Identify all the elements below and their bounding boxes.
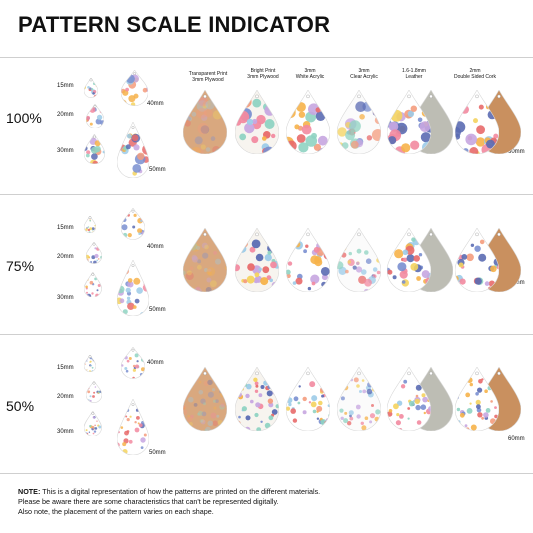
- sample-drop-15mm: [84, 78, 98, 98]
- sample-drop-15mm: [84, 355, 96, 372]
- length-label-40mm: 40mm: [147, 360, 164, 366]
- sample-drop-50mm: [117, 399, 149, 455]
- sample-drop-50mm: [117, 260, 149, 316]
- note-block: NOTE: This is a digital representation o…: [18, 487, 518, 517]
- length-label-40mm: 40mm: [147, 244, 164, 250]
- material-drop-leather-front: [387, 90, 431, 154]
- scale-label-50: 50%: [6, 398, 34, 414]
- sample-drop-20mm: [86, 381, 102, 403]
- size-label-30mm: 30mm: [57, 429, 74, 435]
- sample-drop-40mm: [121, 347, 145, 379]
- divider-top: [0, 57, 533, 58]
- sample-drop-30mm: [84, 272, 102, 297]
- sample-drop-20mm: [86, 242, 102, 264]
- material-label-cork: 2mm Double Sided Cork: [445, 68, 505, 80]
- sample-drop-30mm: [84, 134, 105, 164]
- material-drop-bright-plywood: [235, 228, 279, 292]
- sample-drop-30mm: [84, 411, 102, 436]
- divider-bottom: [0, 473, 533, 474]
- note-line-3: Also note, the placement of the pattern …: [18, 507, 518, 517]
- material-drop-clear-acrylic: [337, 367, 381, 431]
- material-drop-white-acrylic: [286, 90, 330, 154]
- page-title: PATTERN SCALE INDICATOR: [18, 12, 330, 38]
- size-label-30mm: 30mm: [57, 295, 74, 301]
- material-drop-cork-front: [455, 228, 499, 292]
- sample-drop-50mm: [117, 122, 149, 178]
- material-drop-white-acrylic: [286, 228, 330, 292]
- material-drop-leather-front: [387, 228, 431, 292]
- note-label: NOTE:: [18, 487, 40, 496]
- sample-drop-40mm: [121, 208, 145, 240]
- material-drop-transparent-plywood: [183, 367, 227, 431]
- length-label-40mm: 40mm: [147, 101, 164, 107]
- sample-drop-20mm: [86, 104, 104, 128]
- material-label-transparent: Transparent Print 3mm Plywood: [178, 71, 238, 83]
- material-drop-cork-front: [455, 90, 499, 154]
- material-drop-cork-front: [455, 367, 499, 431]
- material-label-white-acrylic: 3mm White Acrylic: [280, 68, 340, 80]
- material-label-leather: 1.6-1.8mm Leather: [384, 68, 444, 80]
- note-line-1: This is a digital representation of how …: [42, 487, 320, 496]
- size-label-15mm: 15mm: [57, 225, 74, 231]
- size-label-30mm: 30mm: [57, 148, 74, 154]
- size-label-15mm: 15mm: [57, 365, 74, 371]
- material-drop-clear-acrylic: [337, 90, 381, 154]
- size-label-20mm: 20mm: [57, 394, 74, 400]
- material-drop-clear-acrylic: [337, 228, 381, 292]
- sample-drop-40mm: [121, 70, 148, 106]
- sample-drop-15mm: [84, 216, 96, 233]
- divider-1: [0, 194, 533, 195]
- length-label-50mm: 50mm: [149, 450, 166, 456]
- material-drop-bright-plywood: [235, 90, 279, 154]
- material-drop-transparent-plywood: [183, 90, 227, 154]
- size-label-15mm: 15mm: [57, 83, 74, 89]
- scale-label-100: 100%: [6, 110, 42, 126]
- right-size-label: 60mm: [508, 436, 525, 442]
- material-drop-bright-plywood: [235, 367, 279, 431]
- note-line-2: Please be aware there are some character…: [18, 497, 518, 507]
- material-drop-transparent-plywood: [183, 228, 227, 292]
- size-label-20mm: 20mm: [57, 112, 74, 118]
- length-label-50mm: 50mm: [149, 307, 166, 313]
- scale-label-75: 75%: [6, 258, 34, 274]
- length-label-50mm: 50mm: [149, 167, 166, 173]
- divider-2: [0, 334, 533, 335]
- size-label-20mm: 20mm: [57, 254, 74, 260]
- material-drop-white-acrylic: [286, 367, 330, 431]
- material-drop-leather-front: [387, 367, 431, 431]
